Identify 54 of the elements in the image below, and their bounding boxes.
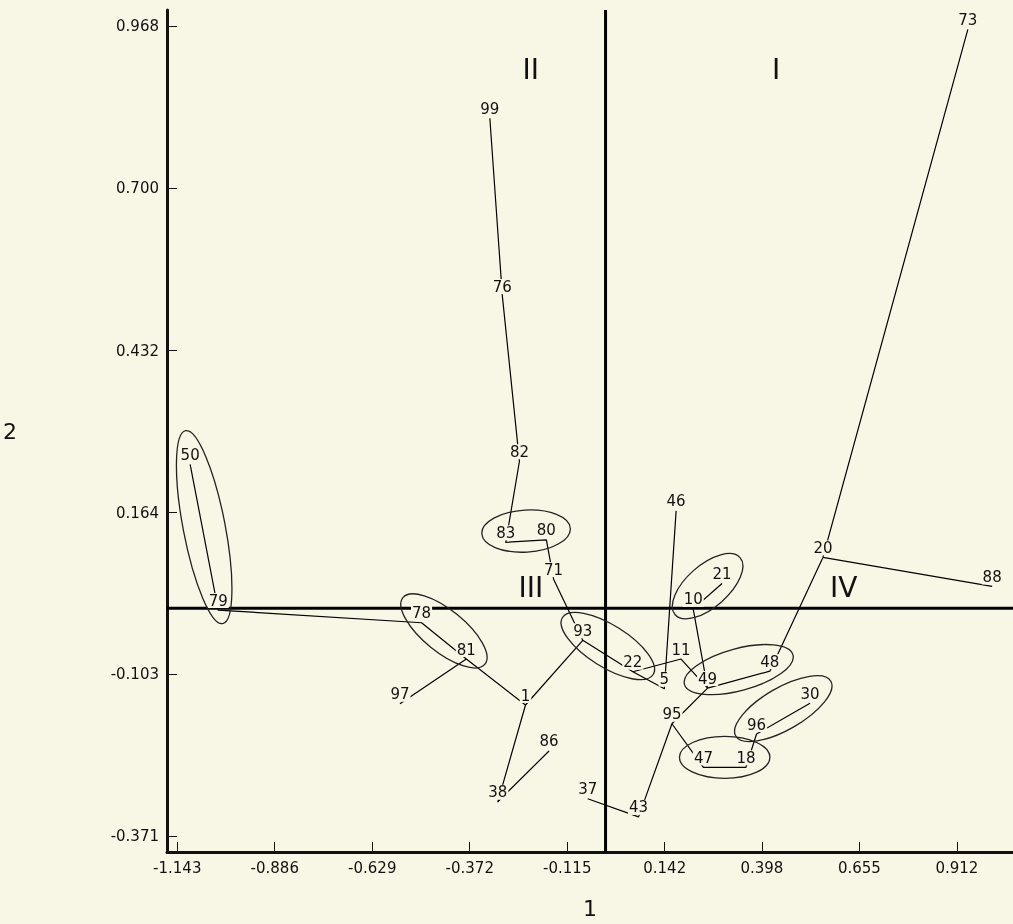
- y-tick-label: 0.700: [116, 179, 159, 198]
- x-tick-label: -0.629: [348, 858, 397, 877]
- annotation: 30: [800, 684, 820, 703]
- annotation: 49: [698, 669, 718, 688]
- x-tick-label: 0.142: [643, 858, 687, 877]
- annotation: 79: [208, 591, 228, 610]
- annotation: 95: [662, 705, 682, 724]
- annotation: 11: [671, 640, 691, 659]
- annotation: IV: [830, 570, 858, 604]
- annotation: 96: [747, 715, 767, 734]
- annotation: 81: [456, 640, 476, 659]
- annotation: 21: [712, 564, 732, 583]
- annotation: 46: [666, 492, 686, 511]
- x-tick-label: -0.886: [250, 858, 299, 877]
- x-tick-label: -0.115: [543, 858, 592, 877]
- y-tick-label: 0.164: [116, 503, 159, 522]
- x-tick-label: -0.372: [445, 858, 494, 877]
- annotation: 37: [578, 780, 598, 799]
- annotation: 80: [536, 521, 556, 540]
- annotation: 10: [683, 590, 703, 609]
- x-tick-label: 0.912: [935, 858, 979, 877]
- annotation: 50: [180, 445, 200, 464]
- annotation: 93: [573, 621, 593, 640]
- annotation: 18: [736, 748, 756, 767]
- x-tick-label: 0.398: [740, 858, 784, 877]
- annotation: 22: [623, 653, 643, 672]
- annotation: 86: [539, 732, 559, 751]
- y-axis-title: 2: [3, 418, 17, 444]
- annotation: 43: [629, 798, 649, 817]
- annotation: 5: [659, 670, 670, 689]
- annotation: 1: [520, 686, 531, 705]
- annotation: 76: [492, 277, 512, 296]
- annotation: 20: [813, 538, 833, 557]
- annotation: I: [771, 52, 781, 86]
- x-tick-label: 0.655: [837, 858, 881, 877]
- y-tick-label: -0.103: [110, 665, 159, 684]
- annotation: 88: [982, 567, 1002, 586]
- annotation: 38: [488, 783, 508, 802]
- annotation: 83: [496, 523, 516, 542]
- annotation: 82: [509, 442, 529, 461]
- annotation: 73: [958, 10, 978, 29]
- annotation: 97: [390, 685, 410, 704]
- y-tick-label: 0.432: [116, 341, 159, 360]
- annotation: III: [518, 570, 544, 604]
- x-tick-label: -1.143: [153, 858, 202, 877]
- y-tick-label: -0.371: [110, 827, 159, 846]
- annotation: 48: [760, 652, 780, 671]
- annotation: 47: [693, 748, 713, 767]
- annotation: II: [522, 52, 540, 86]
- annotation: 99: [480, 99, 500, 118]
- annotation: 78: [412, 604, 432, 623]
- x-axis-title: 1: [583, 895, 597, 921]
- y-tick-label: 0.968: [116, 17, 159, 36]
- annotation: 71: [544, 560, 564, 579]
